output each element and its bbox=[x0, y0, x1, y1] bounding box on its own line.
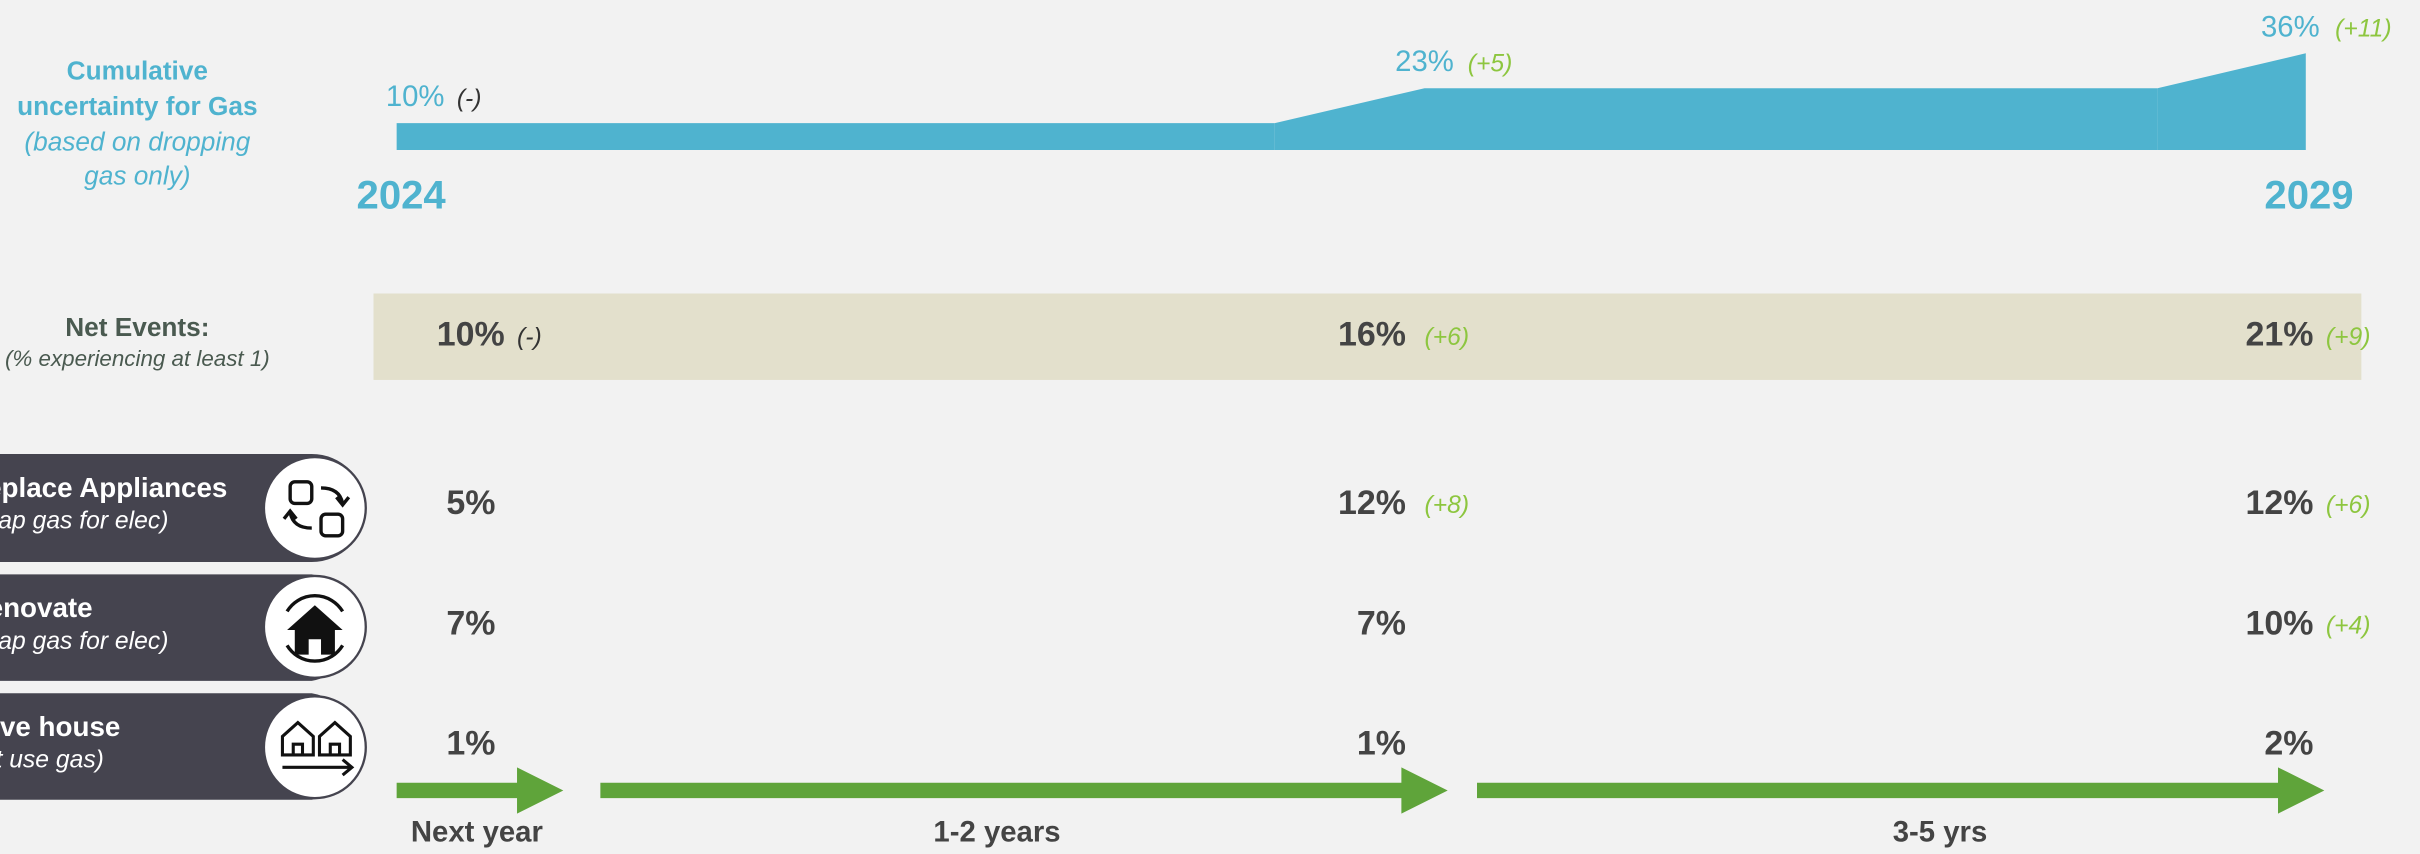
gas-area bbox=[396, 123, 1275, 150]
timeline-label: Next year bbox=[411, 815, 543, 848]
timeline-label: 1-2 years bbox=[933, 815, 1060, 848]
arrow bbox=[600, 767, 1448, 814]
cell-value: 5% bbox=[446, 484, 495, 522]
icon-circle bbox=[262, 455, 367, 561]
cell-change: (+8) bbox=[1425, 492, 1470, 519]
start-year: 2024 bbox=[357, 172, 447, 217]
cell-value: 7% bbox=[1357, 604, 1406, 642]
cell-value: 7% bbox=[446, 604, 495, 642]
cell-value: 12% bbox=[1338, 484, 1406, 522]
cell-change: (-) bbox=[517, 324, 542, 351]
row-subtitle: (swap gas for elec) bbox=[0, 628, 168, 655]
cell-change: (+6) bbox=[1425, 324, 1470, 351]
cell-value: 10% bbox=[437, 316, 505, 354]
cell-change: (+4) bbox=[2326, 612, 2371, 639]
gas-area bbox=[2157, 53, 2306, 150]
arrow bbox=[1477, 767, 2325, 814]
gas-value-label: 23% bbox=[1395, 45, 1454, 78]
move-icon bbox=[280, 720, 355, 777]
arrow bbox=[396, 767, 564, 814]
cell-value: 12% bbox=[2246, 484, 2314, 522]
cell-value: 10% bbox=[2246, 604, 2314, 642]
gas-change: (+11) bbox=[2335, 16, 2392, 43]
row-subtitle: (don't use gas) bbox=[0, 747, 104, 774]
gas-subtitle: (based on dropping bbox=[24, 127, 250, 157]
row-subtitle: (swap gas for elec) bbox=[0, 507, 168, 534]
row-pill bbox=[0, 574, 357, 681]
timeline-label: 3-5 yrs bbox=[1893, 815, 1988, 848]
gas-subtitle: gas only) bbox=[84, 161, 190, 191]
row-title: Replace Appliances bbox=[0, 472, 227, 503]
gas-value-label: 36% bbox=[2261, 10, 2320, 43]
swap-icon bbox=[282, 480, 351, 538]
gas-change: (+5) bbox=[1468, 51, 1513, 78]
net-events-subtitle: (% experiencing at least 1) bbox=[5, 346, 270, 371]
net-events-title: Net Events: bbox=[65, 312, 209, 342]
gas-value-label: 10% bbox=[386, 80, 445, 113]
net-events-band bbox=[373, 293, 2362, 380]
timeline-arrows bbox=[396, 767, 2325, 814]
row-title: Renovate bbox=[0, 592, 93, 623]
gas-title: uncertainty for Gas bbox=[17, 91, 257, 121]
gas-change: (-) bbox=[457, 85, 482, 112]
cell-value: 1% bbox=[1357, 725, 1406, 763]
cell-change: (+9) bbox=[2326, 324, 2371, 351]
gas-area bbox=[1274, 88, 2158, 150]
row-title: Move house bbox=[0, 711, 120, 742]
row-pill bbox=[0, 693, 357, 800]
cell-value: 16% bbox=[1338, 316, 1406, 354]
end-year: 2029 bbox=[2264, 172, 2353, 217]
cell-change: (+6) bbox=[2326, 492, 2371, 519]
cell-value: 1% bbox=[446, 725, 495, 763]
gas-title: Cumulative bbox=[67, 56, 208, 86]
cell-value: 21% bbox=[2246, 316, 2314, 354]
row-pills bbox=[0, 454, 366, 800]
cell-value: 2% bbox=[2264, 725, 2313, 763]
